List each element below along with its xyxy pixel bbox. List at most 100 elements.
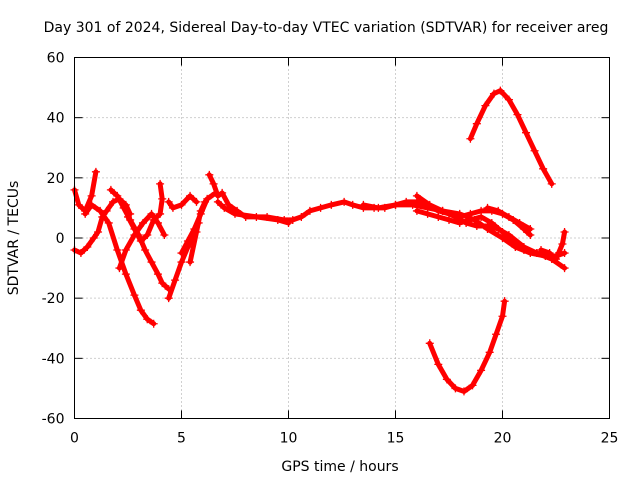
series-trace (360, 202, 568, 259)
data-point (186, 258, 195, 267)
data-point (124, 212, 132, 221)
data-point (498, 312, 507, 321)
data-point (87, 200, 96, 209)
data-point (158, 279, 167, 288)
data-point (209, 179, 218, 188)
series-s10 (177, 188, 220, 258)
data-point (485, 348, 494, 357)
data-point (496, 86, 505, 95)
data-point (513, 110, 522, 119)
y-tick-label: 60 (47, 51, 65, 67)
data-point (359, 200, 368, 209)
data-point (498, 227, 507, 236)
data-point (487, 218, 496, 227)
data-point (408, 200, 417, 209)
data-point (492, 330, 501, 339)
data-point (130, 224, 139, 233)
data-point (203, 194, 212, 203)
data-point (113, 191, 122, 200)
data-point (149, 319, 158, 328)
data-point (504, 212, 513, 221)
data-point (136, 237, 145, 246)
data-point (305, 206, 314, 215)
data-point (177, 258, 186, 267)
data-point (94, 227, 103, 236)
data-point (186, 191, 195, 200)
data-point (552, 255, 560, 264)
data-point (477, 212, 486, 221)
data-point (297, 212, 306, 221)
data-point (532, 249, 541, 258)
data-point (91, 167, 100, 176)
data-point (489, 89, 498, 98)
data-point (558, 240, 567, 249)
data-point (81, 209, 90, 218)
x-tick-label: 0 (70, 431, 79, 447)
data-point (455, 218, 464, 227)
data-point (391, 200, 400, 209)
data-point (477, 366, 486, 375)
y-tick-label: -20 (42, 291, 65, 307)
x-tick-label: 20 (494, 431, 512, 447)
data-point (119, 203, 128, 212)
data-point (515, 218, 524, 227)
data-point (504, 95, 513, 104)
data-point (113, 246, 122, 255)
data-point (530, 146, 539, 155)
data-point (106, 185, 115, 194)
data-point (466, 215, 475, 224)
data-point (158, 194, 167, 203)
data-point (500, 297, 509, 306)
data-point (434, 212, 443, 221)
data-point (547, 179, 556, 188)
data-point (164, 294, 173, 303)
data-point (143, 315, 152, 324)
data-point (121, 246, 130, 255)
data-point (218, 188, 227, 197)
data-point (231, 209, 239, 218)
data-point (143, 230, 152, 239)
data-point (192, 197, 201, 206)
data-point (130, 291, 139, 300)
series-s17 (537, 227, 569, 264)
data-point (316, 203, 325, 212)
series-s18 (466, 86, 556, 188)
data-point (288, 215, 297, 224)
x-tick-label: 5 (177, 431, 186, 447)
data-point (76, 249, 85, 258)
data-point (190, 224, 199, 233)
data-point (96, 206, 105, 215)
data-point (425, 200, 434, 209)
series-s6 (124, 179, 167, 246)
data-point (472, 119, 481, 128)
data-point (526, 224, 535, 233)
data-point (87, 191, 96, 200)
data-point (213, 197, 222, 206)
data-point (472, 221, 481, 230)
data-point (539, 164, 548, 173)
plot-frame (74, 57, 610, 419)
data-point (434, 360, 443, 369)
data-point (177, 200, 186, 209)
data-point (168, 203, 177, 212)
data-point (183, 237, 192, 246)
data-point (468, 381, 477, 390)
x-tick-label: 25 (601, 431, 619, 447)
data-point (537, 246, 546, 255)
data-point (545, 249, 554, 258)
data-point (83, 243, 92, 252)
series-trace (467, 88, 555, 187)
y-tick-label: 20 (47, 171, 65, 187)
data-point (109, 197, 118, 206)
series-s12 (213, 197, 293, 227)
data-point (196, 209, 205, 218)
data-point (425, 339, 434, 348)
data-point (509, 240, 518, 249)
series-trace (179, 190, 219, 256)
data-point (74, 200, 83, 209)
data-point (273, 215, 282, 224)
data-point (519, 246, 528, 255)
data-point (153, 218, 162, 227)
data-point (156, 179, 165, 188)
y-axis-label: SDTVAR / TECUs (6, 181, 22, 296)
